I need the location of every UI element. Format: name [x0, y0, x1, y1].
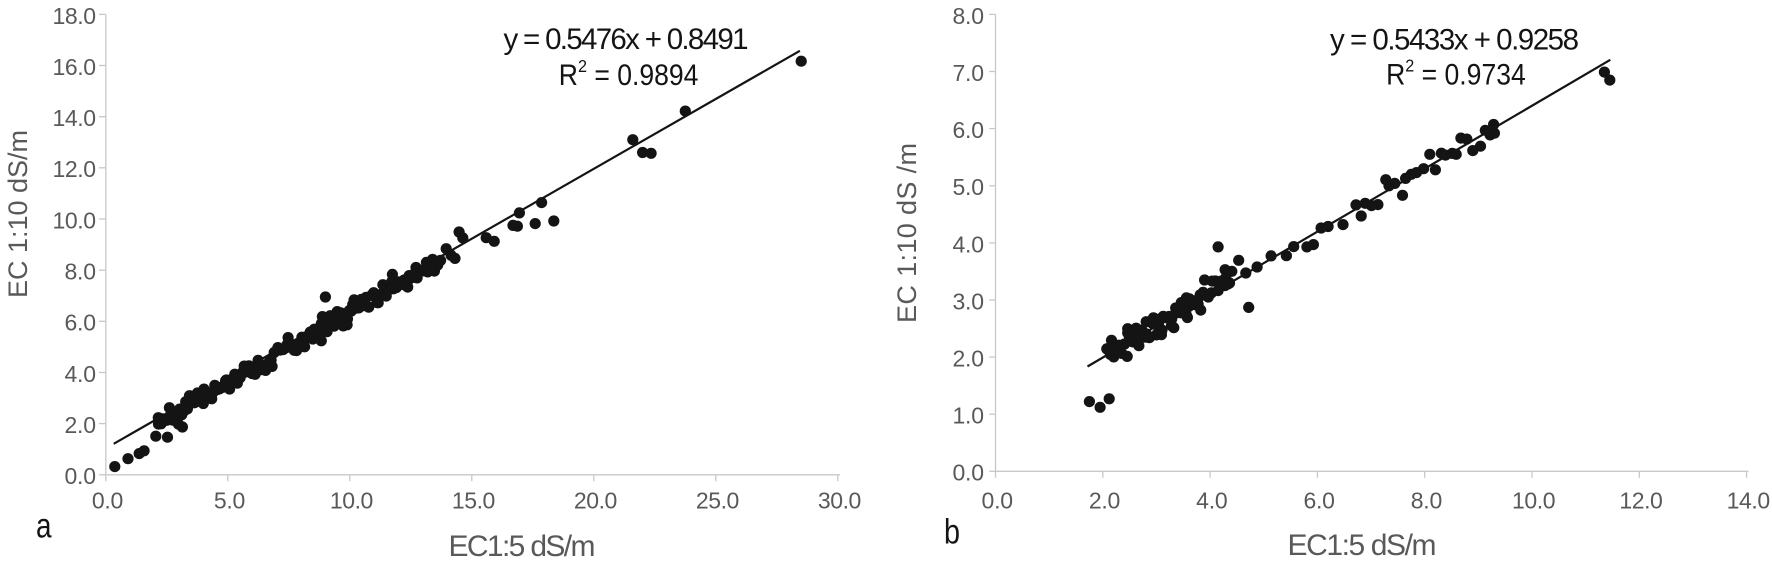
svg-text:7.0: 7.0 [953, 60, 985, 86]
svg-text:16.0: 16.0 [53, 54, 97, 80]
svg-text:12.0: 12.0 [53, 156, 97, 182]
svg-text:15.0: 15.0 [452, 487, 496, 513]
svg-text:EC 1:10 dS /m: EC 1:10 dS /m [892, 143, 922, 323]
svg-text:4.0: 4.0 [953, 231, 985, 257]
svg-text:18.0: 18.0 [53, 3, 97, 29]
svg-text:14.0: 14.0 [53, 105, 97, 131]
svg-text:6.0: 6.0 [1303, 487, 1335, 513]
svg-text:0.0: 0.0 [92, 487, 124, 513]
svg-text:2.0: 2.0 [953, 346, 985, 372]
svg-text:2.0: 2.0 [65, 412, 97, 438]
svg-text:14.0: 14.0 [1727, 487, 1771, 513]
svg-text:2.0: 2.0 [1089, 487, 1121, 513]
svg-text:6.0: 6.0 [953, 117, 985, 143]
svg-text:a: a [36, 507, 52, 546]
svg-text:10.0: 10.0 [330, 487, 374, 513]
svg-text:EC1:5 dS/m: EC1:5 dS/m [1288, 529, 1437, 562]
svg-text:8.0: 8.0 [65, 259, 97, 285]
svg-text:b: b [944, 513, 960, 552]
svg-text:1.0: 1.0 [953, 403, 985, 429]
svg-text:0.0: 0.0 [982, 487, 1014, 513]
svg-text:10.0: 10.0 [53, 207, 97, 233]
svg-text:8.0: 8.0 [1411, 487, 1443, 513]
svg-text:12.0: 12.0 [1619, 487, 1663, 513]
svg-text:8.0: 8.0 [953, 3, 985, 29]
svg-text:10.0: 10.0 [1512, 487, 1556, 513]
svg-text:3.0: 3.0 [953, 288, 985, 314]
svg-text:30.0: 30.0 [818, 487, 862, 513]
svg-text:5.0: 5.0 [214, 487, 246, 513]
svg-text:6.0: 6.0 [65, 310, 97, 336]
svg-text:0.0: 0.0 [65, 463, 97, 489]
svg-text:y = 0.5476x + 0.8491: y = 0.5476x + 0.8491 [504, 23, 749, 56]
svg-text:20.0: 20.0 [574, 487, 618, 513]
svg-text:EC1:5 dS/m: EC1:5 dS/m [449, 530, 596, 563]
svg-text:R2 = 0.9894: R2 = 0.9894 [559, 56, 699, 91]
svg-text:EC 1:10 dS/m: EC 1:10 dS/m [3, 130, 33, 298]
svg-text:4.0: 4.0 [65, 361, 97, 387]
svg-text:25.0: 25.0 [696, 487, 740, 513]
svg-text:y = 0.5433x + 0.9258: y = 0.5433x + 0.9258 [1330, 23, 1579, 56]
svg-text:0.0: 0.0 [953, 460, 985, 486]
svg-text:5.0: 5.0 [953, 174, 985, 200]
svg-text:4.0: 4.0 [1196, 487, 1228, 513]
